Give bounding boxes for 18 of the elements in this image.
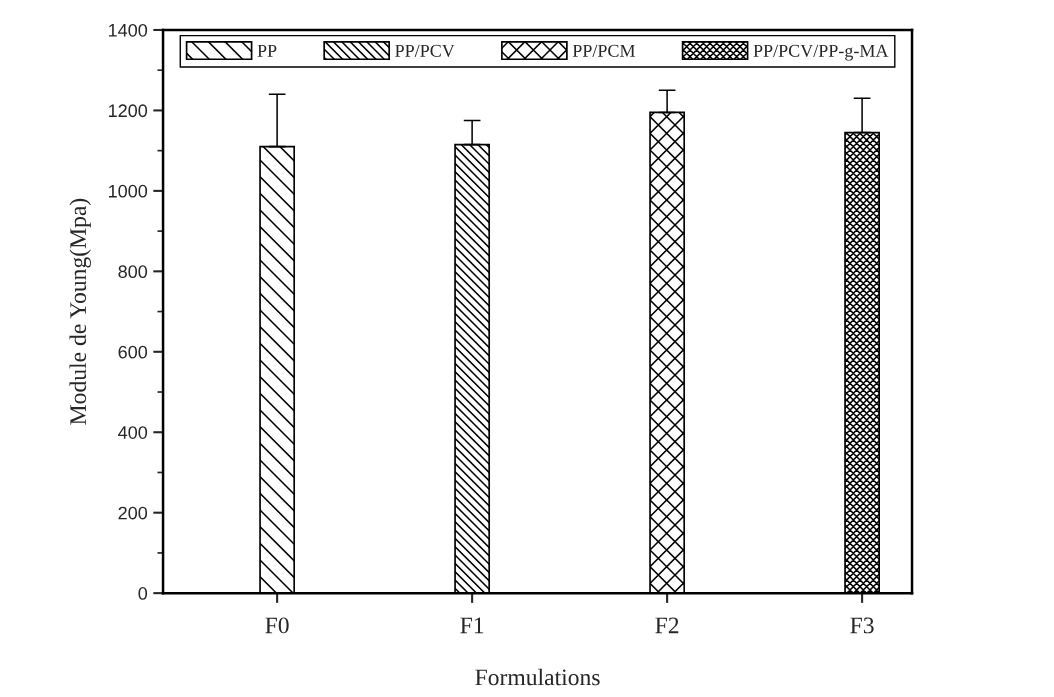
y-tick-label: 1400 — [108, 23, 148, 37]
y-axis-title: Module de Young(Mpa) — [69, 198, 91, 425]
y-tick-label: 800 — [118, 265, 148, 279]
y-tick-label: 0 — [138, 587, 148, 600]
y-tick-label: 200 — [118, 506, 148, 520]
y-tick-label: 600 — [118, 345, 148, 359]
legend-label: PP/PCV/PP-g-MA — [753, 44, 889, 61]
y-tick-label: 1200 — [108, 104, 148, 118]
x-tick-label: F1 — [460, 617, 484, 634]
legend-label: PP/PCV — [395, 44, 455, 57]
legend-label: PP/PCM — [572, 44, 635, 57]
legend-label: PP — [257, 44, 277, 57]
y-tick-label: 1000 — [108, 184, 148, 198]
x-tick-label: F2 — [655, 617, 679, 634]
x-axis-title: Formulations — [475, 668, 600, 686]
y-tick-label: 400 — [118, 426, 148, 439]
x-tick-label: F0 — [265, 617, 289, 634]
x-tick-label: F3 — [850, 617, 874, 634]
